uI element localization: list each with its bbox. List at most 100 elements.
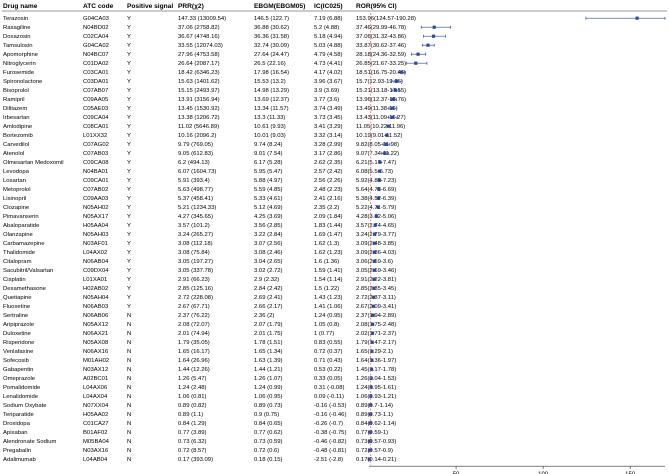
positive-signal: Y xyxy=(127,232,131,238)
positive-signal: N xyxy=(127,394,131,400)
table-row: Irbesartan C09CA04 Y 13.38 (1206.72) 13.3 (1… xyxy=(3,115,406,121)
ror-point xyxy=(372,268,376,272)
prr-value: 3.05 (337.78) xyxy=(178,268,213,274)
drug-name: Atenolol xyxy=(3,151,24,157)
positive-signal: Y xyxy=(127,241,131,247)
table-row: Tamsulosin G04CA02 Y 33.55 (12074.03) 32.74 … xyxy=(3,43,406,49)
positive-signal: Y xyxy=(127,61,131,67)
ic-value: 1.43 (1.23) xyxy=(314,295,343,301)
drug-name: Tamsulosin xyxy=(3,43,32,49)
ror-value: 13.96(12.37-15.76) xyxy=(356,97,406,103)
positive-signal: Y xyxy=(127,133,131,139)
prr-value: 0.17 (393.09) xyxy=(178,457,213,463)
ror-value: 0.72(0.57-0.9) xyxy=(356,448,393,454)
ror-value: 11.05(10.22-11.96) xyxy=(356,124,405,130)
atc-code: N07XX04 xyxy=(83,403,109,409)
atc-code: C09CA04 xyxy=(83,115,109,121)
positive-signal: Y xyxy=(127,223,131,229)
atc-code: H05AA02 xyxy=(83,412,108,418)
prr-value: 15.63 (1401.62) xyxy=(178,79,220,85)
ebgm-value: 9.74 (8.24) xyxy=(254,142,283,148)
ic-value: -0.16 (-0.53) xyxy=(314,403,346,409)
ebgm-value: 1.44 (1.21) xyxy=(254,367,283,373)
ror-point xyxy=(386,124,390,128)
ror-point xyxy=(391,97,395,101)
ror-point xyxy=(376,205,380,209)
table-row: Droxidopa C01CA27 N 0.84 (1.29) 0.84 (0.65) -… xyxy=(3,421,396,427)
atc-code: L01XX32 xyxy=(83,133,107,139)
positive-signal: N xyxy=(127,385,131,391)
ic-value: 1.05 (0.8) xyxy=(314,322,339,328)
table-row: Olanzapine N05AH03 Y 3.24 (265.27) 3.22 (2.8… xyxy=(3,232,396,238)
ror-value: 15.7(12.93-19.06) xyxy=(356,79,403,85)
ic-value: 5.18 (4.94) xyxy=(314,34,343,40)
drug-name: Carvedilol xyxy=(3,142,29,148)
atc-code: C09AA03 xyxy=(83,196,109,202)
table-row: Alendronate Sodium M05BA04 N 0.73 (6.32) 0.7… xyxy=(3,439,396,445)
atc-code: N04BA01 xyxy=(83,169,108,175)
ebgm-value: 9.01 (7.54) xyxy=(254,151,283,157)
prr-value: 33.55 (12074.03) xyxy=(178,43,223,49)
ebgm-value: 2.07 (1.79) xyxy=(254,322,283,328)
ic-value: 3.9 (3.69) xyxy=(314,88,339,94)
table-row: Aripiprazole N05AX12 N 2.08 (72.07) 2.07 (1.… xyxy=(3,322,396,328)
ror-value: 3.09(2.48-3.85) xyxy=(356,241,396,247)
drug-name: Olanzapine xyxy=(3,232,34,238)
drug-name: Lisinopril xyxy=(3,196,26,202)
prr-value: 2.67 (67.71) xyxy=(178,304,210,310)
atc-code: C09AA05 xyxy=(83,97,109,103)
positive-signal: Y xyxy=(127,52,131,58)
atc-code: N03AX12 xyxy=(83,367,108,373)
positive-signal: Y xyxy=(127,268,131,274)
drug-name: Bisoprolol xyxy=(3,88,29,94)
drug-name: Sofecosib xyxy=(3,358,30,364)
ic-value: 3.74 (3.49) xyxy=(314,106,343,112)
atc-code: C03DA01 xyxy=(83,79,109,85)
ror-value: 1.64(1.36-1.97) xyxy=(356,358,396,364)
ror-point xyxy=(376,196,380,200)
drug-name: Risperidone xyxy=(3,340,35,346)
drug-name: Citalopram xyxy=(3,259,32,265)
positive-signal: N xyxy=(127,439,131,445)
ror-value: 9.82(8.05-11.98) xyxy=(356,142,399,148)
ror-value: 2.91(2.22-3.81) xyxy=(356,277,396,283)
atc-code: L04AB04 xyxy=(83,457,108,463)
ic-value: 4.17 (4.02) xyxy=(314,70,343,76)
ror-value: 1.79(1.47-2.17) xyxy=(356,340,396,346)
prr-value: 6.07 (1604.73) xyxy=(178,169,216,175)
prr-value: 5.91 (393.4) xyxy=(178,178,210,184)
positive-signal: N xyxy=(127,313,131,319)
positive-signal: Y xyxy=(127,259,131,265)
atc-code: N05AH02 xyxy=(83,205,109,211)
atc-code: N04BD02 xyxy=(83,25,109,31)
ebgm-value: 4.25 (3.69) xyxy=(254,214,283,220)
ebgm-value: 6.17 (5.28) xyxy=(254,160,283,166)
ror-value: 10.19(9.01-11.52) xyxy=(356,133,402,139)
prr-value: 13.91 (3156.94) xyxy=(178,97,220,103)
ror-point xyxy=(372,259,376,263)
ror-point xyxy=(635,16,639,20)
drug-name: Olmesartan Medoxomil xyxy=(3,160,64,166)
ic-value: 1.5 (1.22) xyxy=(314,286,339,292)
ic-value: 2.56 (2.26) xyxy=(314,178,343,184)
drug-name: Alendronate Sodium xyxy=(3,439,56,445)
ror-point xyxy=(372,295,376,299)
prr-value: 5.21 (1234.33) xyxy=(178,205,216,211)
table-row: Bisoprolol C07AB07 Y 15.15 (2493.97) 14.98 (… xyxy=(3,88,406,94)
table-row: Lenalidomide L04AX04 N 1.06 (0.81) 1.06 (0.9… xyxy=(3,394,396,400)
ebgm-value: 5.12 (4.69) xyxy=(254,205,283,211)
ic-value: 2.35 (2.2) xyxy=(314,205,339,211)
ebgm-value: 0.9 (0.75) xyxy=(254,412,279,418)
table-row: Abaloparatide H05AA04 Y 3.57 (101.2) 3.56 (2… xyxy=(3,223,396,229)
positive-signal: Y xyxy=(127,295,131,301)
ic-value: 0.71 (0.43) xyxy=(314,358,343,364)
ebgm-value: 0.73 (0.59) xyxy=(254,439,283,445)
positive-signal: Y xyxy=(127,106,131,112)
prr-value: 13.38 (1206.72) xyxy=(178,115,220,121)
drug-name: Sodium Oxybate xyxy=(3,403,47,409)
positive-signal: N xyxy=(127,358,131,364)
ror-value: 0.89(0.73-1.1) xyxy=(356,412,393,418)
ror-point xyxy=(372,250,376,254)
ror-value: 5.92(4.85-7.23) xyxy=(356,178,396,184)
ic-value: 2.41 (2.16) xyxy=(314,196,343,202)
